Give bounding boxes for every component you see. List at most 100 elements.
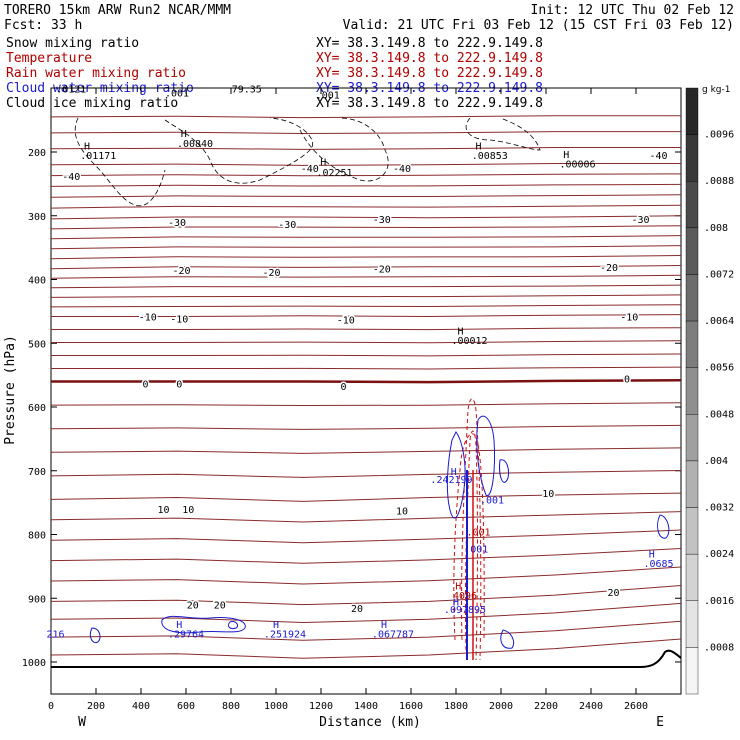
y-tick-label: 300 [28,212,46,223]
temperature-label: 10 [542,489,554,500]
extremum-label: H [563,150,569,161]
isotherm-0 [51,378,682,384]
isotherm-intermediate [51,353,682,357]
colorbar-tick-label: .0056 [704,363,734,374]
y-tick-label: 700 [28,467,46,478]
isotherm-20 [50,585,682,606]
extremum-label: .001 [480,495,504,506]
isotherm--30 [50,215,682,220]
extremum-label: .02251 [316,168,352,179]
isotherm-lower [50,602,682,624]
extremum-label: .001 [316,91,340,102]
x-tick-label: 1600 [399,701,423,712]
y-axis-label: Pressure (hPa) [3,335,18,445]
temperature-label: -20 [262,268,280,279]
header-forecast: Fcst: 33 h [4,18,82,33]
x-tick-label: 2200 [534,701,558,712]
extremum-label: .01171 [80,151,116,162]
extremum-label: H [457,327,463,338]
isotherm-intermediate [50,235,682,240]
colorbar-segment [685,227,699,275]
extremum-label: .251924 [264,629,306,640]
colorbar-tick-label: .004 [704,456,728,467]
extremum-label: H [649,550,655,561]
temperature-label: -30 [168,218,186,229]
legend-temperature-label: Temperature [6,51,92,66]
east-label: E [656,715,664,730]
extremum-label: .242199 [430,475,472,486]
extremum-label: H [381,620,387,631]
y-tick-label: 800 [28,531,46,542]
temperature-label: 20 [607,588,619,599]
field-legend: Snow mixing ratio XY= 38.3.149.8 to 222.… [6,36,543,111]
isotherm-intermediate [50,173,682,177]
colorbar-segment [685,134,699,182]
x-tick-label: 1000 [264,701,288,712]
extremum-label: 216 [46,629,64,640]
isotherm--20 [50,265,682,270]
colorbar-tick-label: .0032 [704,503,734,514]
isotherm-intermediate [50,511,682,523]
extremum-label: H [455,582,461,593]
extremum-label: .00006 [559,159,595,170]
x-tick-label: 1800 [444,701,468,712]
temperature-label: -40 [649,151,667,162]
colorbar-tick-label: .008 [704,223,728,234]
colorbar-tick-label: .0096 [704,130,734,141]
extremum-label: .067787 [372,629,414,640]
isotherm-intermediate [51,366,682,370]
isotherm--10 [51,314,682,318]
isotherm-intermediate [50,225,682,230]
isotherm-lower [50,638,682,659]
extremum-label: H [176,620,182,631]
legend-snow-xy: XY= 38.3.149.8 to 222.9.149.8 [316,36,543,51]
legend-cloud-ice-label: Cloud ice mixing ratio [6,96,178,111]
y-tick-label: 200 [28,148,46,159]
x-tick-label: 2000 [489,701,513,712]
temperature-label: 10 [157,505,169,516]
isotherm-intermediate [50,204,682,209]
header-init: Init: 12 UTC Thu 02 Feb 12 [531,3,735,18]
y-tick-label: 600 [28,403,46,414]
temperature-label: 0 [624,374,630,385]
colorbar-tick-label: .0064 [704,316,734,327]
temperature-label: 20 [214,601,226,612]
isotherm-upper [50,147,681,150]
temperature-label: -10 [620,312,638,323]
header-model: TORERO 15km ARW Run2 NCAR/MMM [4,3,231,18]
isotherm-upper [50,115,681,119]
temperature-label: -40 [393,164,411,175]
temperature-label: -20 [600,263,618,274]
isotherm-lower [50,620,682,641]
colorbar-tick-label: .0016 [704,596,734,607]
extremum-label: H [320,158,326,169]
x-tick-label: 0 [48,701,54,712]
legend-temperature-xy: XY= 38.3.149.8 to 222.9.149.8 [316,51,543,66]
temperature-label: 0 [142,379,148,390]
extremum-label: .001 [165,89,189,100]
legend-cloud-ice-xy: XY= 38.3.149.8 to 222.9.149.8 [316,96,543,111]
isotherm-intermediate [50,255,682,260]
temperature-label: 10 [396,506,408,517]
isotherm-intermediate [50,548,682,564]
extremum-label: .00853 [472,151,508,162]
west-label: W [78,715,86,730]
header-valid: Valid: 21 UTC Fri 03 Feb 12 (15 CST Fri … [343,18,734,33]
colorbar-tick-label: .0048 [704,409,734,420]
colorbar-segment [685,647,699,695]
temperature-contours [50,115,682,659]
y-tick-label: 400 [28,276,46,287]
isotherm-intermediate [50,402,682,407]
terrain-line [51,649,682,668]
x-tick-label: 800 [222,701,240,712]
extremum-label: .29764 [168,629,204,640]
temperature-label: -10 [170,314,188,325]
x-tick-label: 400 [132,701,150,712]
extremum-label: 4096 [453,591,477,602]
colorbar-tick-label: .0072 [704,269,734,280]
colorbar-segment [685,367,699,415]
temperature-label: 0 [340,382,346,393]
x-tick-label: 1400 [354,701,378,712]
extremum-label: H [451,467,457,478]
